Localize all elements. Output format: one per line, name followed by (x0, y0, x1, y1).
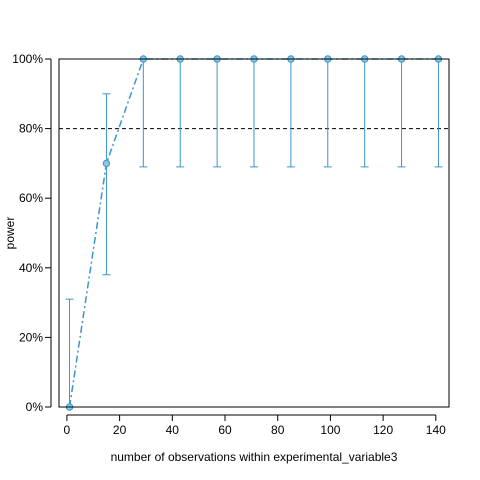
x-axis-title: number of observations within experiment… (111, 450, 398, 464)
x-axis: 0 20 40 60 80 100 120 140 (64, 414, 446, 437)
x-tick-label: 80 (271, 423, 285, 437)
y-tick-label: 40% (19, 261, 43, 275)
y-tick-label: 0% (26, 400, 44, 414)
x-tick-label: 0 (64, 423, 71, 437)
x-tick-label: 120 (373, 423, 393, 437)
y-tick-label: 80% (19, 122, 43, 136)
y-axis: 0% 20% 40% 60% 80% 100% (12, 52, 52, 414)
x-tick-label: 40 (166, 423, 180, 437)
data-point (102, 159, 111, 168)
y-tick-label: 60% (19, 191, 43, 205)
x-tick-label: 20 (113, 423, 127, 437)
plot-frame (58, 58, 450, 408)
x-tick-label: 60 (218, 423, 232, 437)
x-tick-label: 140 (426, 423, 446, 437)
y-tick-label: 20% (19, 330, 43, 344)
y-axis-title: power (3, 217, 17, 250)
y-tick-label: 100% (12, 52, 43, 66)
x-tick-label: 100 (320, 423, 340, 437)
